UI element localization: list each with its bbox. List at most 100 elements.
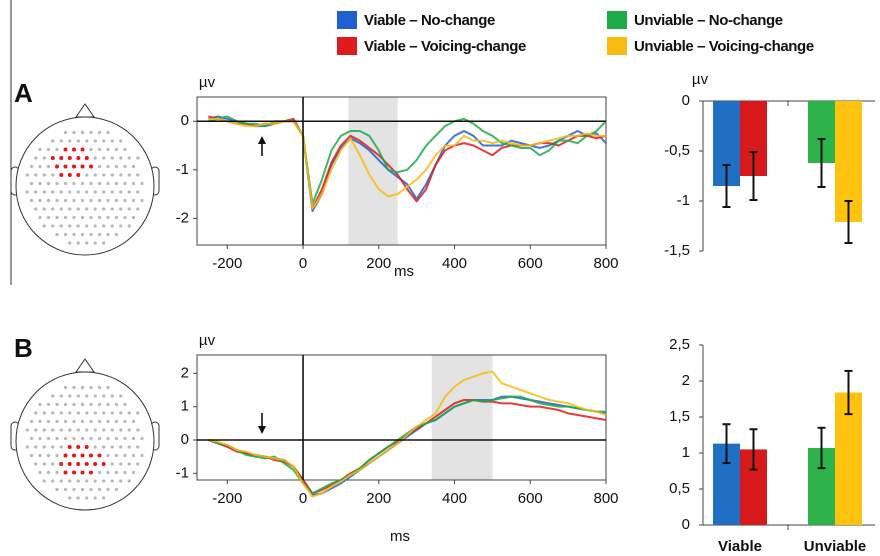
- electrode: [76, 139, 80, 143]
- electrode: [59, 139, 63, 143]
- electrode: [136, 462, 140, 466]
- electrode: [72, 130, 76, 135]
- electrode: [59, 190, 63, 194]
- x-tick-label: 600: [518, 255, 543, 272]
- electrode-selected: [55, 164, 59, 169]
- electrode: [106, 215, 110, 220]
- electrode: [102, 445, 106, 449]
- electrode: [42, 207, 46, 211]
- electrode: [89, 215, 93, 220]
- electrode: [55, 181, 59, 186]
- electrode: [55, 232, 59, 237]
- highlight-window: [431, 355, 493, 480]
- x-tick-label: 200: [366, 490, 391, 507]
- electrode: [97, 215, 102, 220]
- electrode: [119, 224, 123, 228]
- electrode: [119, 394, 123, 398]
- electrode: [76, 241, 80, 245]
- electrode: [42, 224, 46, 228]
- electrode: [110, 411, 114, 415]
- electrode: [80, 215, 85, 220]
- electrode-selected: [89, 164, 93, 169]
- electrode-selected: [63, 164, 68, 169]
- electrode-selected: [72, 164, 76, 169]
- electrode: [97, 385, 102, 390]
- electrode: [29, 181, 34, 186]
- electrode-selected: [76, 462, 81, 466]
- legend-swatch: [607, 37, 627, 55]
- electrode: [131, 164, 136, 169]
- electrode: [68, 428, 72, 432]
- electrode: [102, 173, 106, 177]
- electrode: [106, 487, 110, 492]
- x-tick-label: 400: [442, 255, 467, 272]
- electrode: [102, 428, 106, 432]
- electrode: [25, 445, 29, 449]
- electrode: [59, 445, 63, 449]
- electrode: [106, 198, 110, 203]
- electrode: [80, 487, 85, 492]
- error-bar: [722, 423, 731, 465]
- electrode: [63, 385, 68, 390]
- electrode: [46, 402, 51, 407]
- electrode-selected: [67, 173, 72, 177]
- electrode: [72, 487, 76, 492]
- electrode: [51, 445, 55, 449]
- electrode: [123, 470, 127, 475]
- electrode: [80, 198, 85, 203]
- electrode: [123, 147, 127, 152]
- electrode: [72, 198, 76, 203]
- electrode: [123, 436, 127, 441]
- electrode: [46, 436, 51, 441]
- electrode: [119, 190, 123, 194]
- electrode: [51, 479, 55, 483]
- electrode-selected: [67, 156, 72, 160]
- electrode-selected: [101, 462, 106, 466]
- electrode-selected: [72, 453, 76, 458]
- electrode: [55, 470, 59, 475]
- electrode: [131, 215, 136, 220]
- electrode: [127, 428, 131, 432]
- electrode: [110, 224, 114, 228]
- electrode: [42, 479, 46, 483]
- electrode: [93, 496, 97, 500]
- electrode-selected: [59, 462, 64, 466]
- electrode: [25, 428, 29, 432]
- x-tick-label: Viable: [718, 538, 762, 555]
- erp-line: [208, 115, 607, 213]
- electrode: [102, 496, 106, 500]
- electrode: [106, 453, 110, 458]
- y-tick-label: 0,5: [669, 480, 690, 497]
- electrode: [97, 181, 102, 186]
- electrode: [110, 190, 114, 194]
- electrode: [42, 428, 46, 432]
- electrode: [110, 428, 114, 432]
- electrode: [38, 181, 42, 186]
- electrode: [106, 232, 110, 237]
- electrode: [80, 402, 85, 407]
- electrode: [93, 479, 97, 483]
- electrode: [76, 479, 80, 483]
- electrode: [80, 385, 85, 390]
- electrode-selected: [80, 470, 85, 475]
- head-maps: [10, 103, 160, 511]
- x-axis-label: ms: [394, 263, 414, 280]
- electrode: [127, 462, 131, 466]
- electrode: [38, 198, 42, 203]
- y-tick-label: 0: [682, 92, 690, 109]
- electrode-selected: [80, 147, 85, 152]
- electrode: [106, 436, 110, 441]
- electrode: [85, 190, 89, 194]
- electrode-selected: [84, 462, 89, 466]
- electrode: [59, 207, 63, 211]
- y-tick-label: 2,5: [669, 336, 690, 353]
- electrode: [106, 419, 110, 424]
- electrode: [51, 139, 55, 143]
- electrode: [85, 207, 89, 211]
- electrode: [97, 164, 102, 169]
- electrode: [106, 385, 110, 390]
- y-tick-label: -1,5: [664, 242, 690, 259]
- electrode: [93, 156, 97, 160]
- electrode: [89, 198, 93, 203]
- electrode: [127, 190, 131, 194]
